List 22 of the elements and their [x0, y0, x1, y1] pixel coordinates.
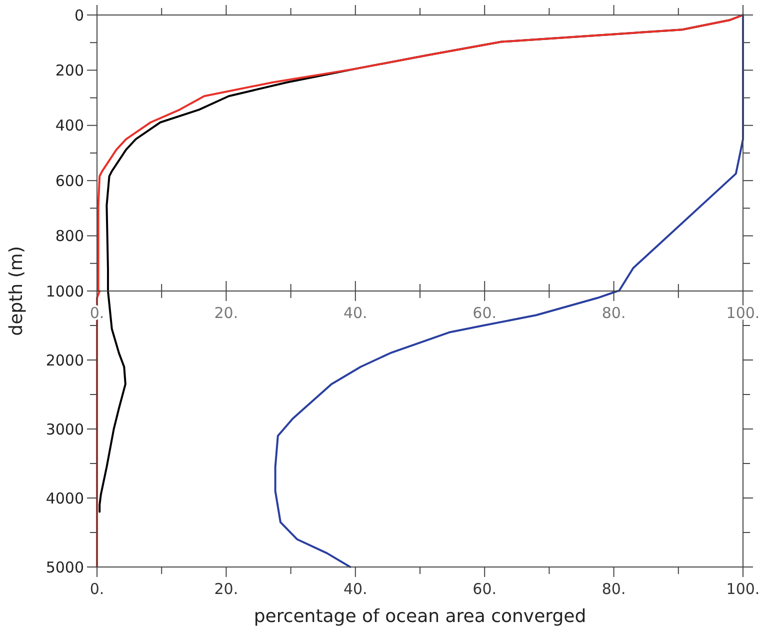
- x-tick-label: 60.: [472, 580, 497, 598]
- y-tick-label: 200: [55, 61, 84, 80]
- y-tick-label: 800: [55, 227, 84, 246]
- y-tick-label: 400: [55, 116, 84, 135]
- y-tick-label: 0: [74, 6, 84, 24]
- y-tick-label: 3000: [46, 420, 84, 438]
- y-tick-label: 600: [55, 172, 84, 190]
- x-tick-label: 0.: [90, 580, 104, 598]
- x-tick-label: 60.: [472, 304, 497, 322]
- x-tick-label: 40.: [343, 304, 368, 322]
- y-tick-label: 4000: [46, 489, 84, 508]
- x-tick-label: 40.: [343, 580, 368, 598]
- x-tick-label: 80.: [602, 304, 626, 322]
- x-tick-label: 20.: [214, 580, 238, 598]
- x-tick-label: 100.: [726, 580, 760, 598]
- x-axis-title: percentage of ocean area converged: [254, 606, 586, 627]
- y-tick-label: 1000: [46, 282, 84, 300]
- y-axis-title: depth (m): [6, 246, 27, 336]
- x-tick-label: 20.: [214, 304, 238, 322]
- y-tick-label: 5000: [46, 558, 84, 576]
- y-tick-label: 2000: [46, 351, 84, 370]
- x-tick-label: 80.: [602, 580, 626, 598]
